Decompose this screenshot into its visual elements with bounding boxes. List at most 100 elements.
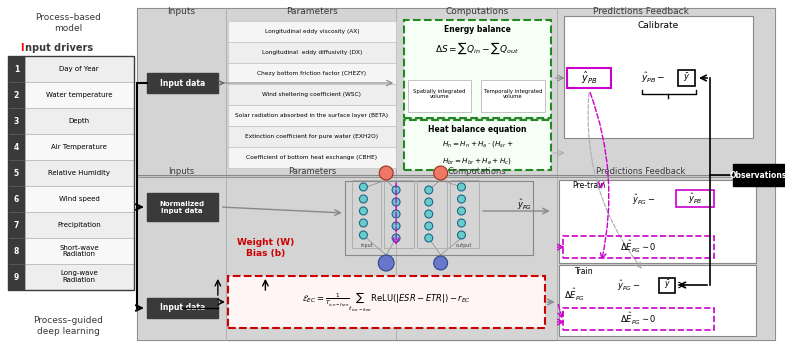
Bar [147,193,218,221]
Text: Extinction coefficient for pure water (EXH2O): Extinction coefficient for pure water (E… [245,134,378,139]
Text: Weight (W)
Bias (b): Weight (W) Bias (b) [237,238,294,258]
Text: Chezy bottom friction factor (CHEZY): Chezy bottom friction factor (CHEZY) [258,71,366,76]
Bar [676,190,714,207]
Bar [450,180,479,248]
Bar [136,177,776,340]
Bar [25,186,134,212]
Text: 4: 4 [13,142,19,151]
Bar [8,56,25,82]
Text: Computations: Computations [446,7,509,16]
Circle shape [458,219,465,227]
Bar [404,120,550,170]
Text: $\Delta\hat{E}_{PG} \sim 0$: $\Delta\hat{E}_{PG} \sim 0$ [620,311,657,327]
Text: 1: 1 [13,64,19,73]
Bar [25,108,134,134]
Bar [8,108,25,134]
Text: 5: 5 [13,168,19,177]
Text: Wind speed: Wind speed [59,196,100,202]
Bar [228,84,396,105]
Circle shape [392,186,400,194]
Text: $\hat{y}_{PB}$: $\hat{y}_{PB}$ [581,70,597,86]
Circle shape [359,207,367,215]
Text: Normalized
Input data: Normalized Input data [159,200,205,214]
Text: Computations: Computations [448,166,507,175]
Circle shape [425,210,433,218]
Circle shape [359,231,367,239]
Text: Longitudinal eddy viscosity (AX): Longitudinal eddy viscosity (AX) [265,29,359,34]
Text: Predictions Feedback: Predictions Feedback [596,166,685,175]
Text: Inputs: Inputs [167,7,195,16]
Bar [560,180,756,263]
Bar [228,21,396,42]
Bar [136,8,776,340]
Bar [25,82,134,108]
Text: Process–guided
deep learning: Process–guided deep learning [33,316,103,336]
Bar [408,80,471,112]
Text: Input data: Input data [159,79,205,87]
Bar [404,20,550,118]
Bar [25,264,134,290]
Circle shape [425,186,433,194]
Bar [564,236,714,258]
Text: Parameters: Parameters [286,7,338,16]
Bar [678,70,695,86]
Bar [8,186,25,212]
Circle shape [392,222,400,230]
Circle shape [458,195,465,203]
Circle shape [425,234,433,242]
Circle shape [392,234,400,242]
Text: $\bar{y}$: $\bar{y}$ [683,72,690,85]
Bar [25,134,134,160]
Text: I: I [20,43,23,53]
Bar [417,180,446,248]
Bar [25,238,134,264]
Bar [8,238,25,264]
Bar [25,160,134,186]
Circle shape [425,222,433,230]
Text: Spatially integrated
volume: Spatially integrated volume [413,89,466,100]
Text: Predictions Feedback: Predictions Feedback [592,7,688,16]
Circle shape [379,166,393,180]
Bar [660,278,676,293]
Text: Train: Train [575,267,593,276]
Bar [25,212,134,238]
Text: 6: 6 [13,195,19,204]
Bar [481,80,545,112]
Bar [8,82,25,108]
Bar [8,56,134,290]
Text: $H_n = H_n + H_a \cdot (H_{sr} +$: $H_n = H_n + H_a \cdot (H_{sr} +$ [442,139,513,149]
Text: $\hat{y}_{PG} -$: $\hat{y}_{PG} -$ [617,279,641,293]
Text: $\hat{y}_{PB}$: $\hat{y}_{PB}$ [688,192,703,206]
Bar [567,68,611,88]
Bar [228,105,396,126]
Text: 9: 9 [13,272,19,282]
Text: input: input [360,243,373,247]
Bar [228,63,396,84]
Bar [228,147,396,168]
Text: $\hat{y}_{PG} -$: $\hat{y}_{PG} -$ [632,193,655,207]
Bar [8,160,25,186]
Bar [560,265,756,336]
Text: Water temperature: Water temperature [46,92,113,98]
Bar [147,298,218,318]
Circle shape [392,210,400,218]
Text: Heat balance equation: Heat balance equation [428,125,527,134]
Text: 2: 2 [13,90,19,100]
Text: Day of Year: Day of Year [59,66,99,72]
Text: Energy balance: Energy balance [444,24,511,33]
Text: $\Delta\hat{E}_{PG} \sim 0$: $\Delta\hat{E}_{PG} \sim 0$ [620,239,657,255]
Text: $\mathcal{E}_{EC} = \frac{1}{T_{ice-free}}\sum_{t_{ice-free}}\mathrm{ReLU}(|ESR : $\mathcal{E}_{EC} = \frac{1}{T_{ice-free… [301,290,471,314]
Circle shape [359,219,367,227]
Text: Wind sheltering coefficient (WSC): Wind sheltering coefficient (WSC) [262,92,362,97]
Bar [8,212,25,238]
Text: $\hat{y}_{PG}$: $\hat{y}_{PG}$ [517,198,532,212]
Text: Solar radiation absorbed in the surface layer (BETA): Solar radiation absorbed in the surface … [236,113,389,118]
Text: Relative Humidity: Relative Humidity [48,170,110,176]
Text: Precipitation: Precipitation [57,222,101,228]
Bar [228,42,396,63]
Bar [345,181,533,255]
Circle shape [359,183,367,191]
Text: nput drivers: nput drivers [25,43,94,53]
Text: Temporally integrated
volume: Temporally integrated volume [484,89,542,100]
Text: Air Temperature: Air Temperature [52,144,107,150]
